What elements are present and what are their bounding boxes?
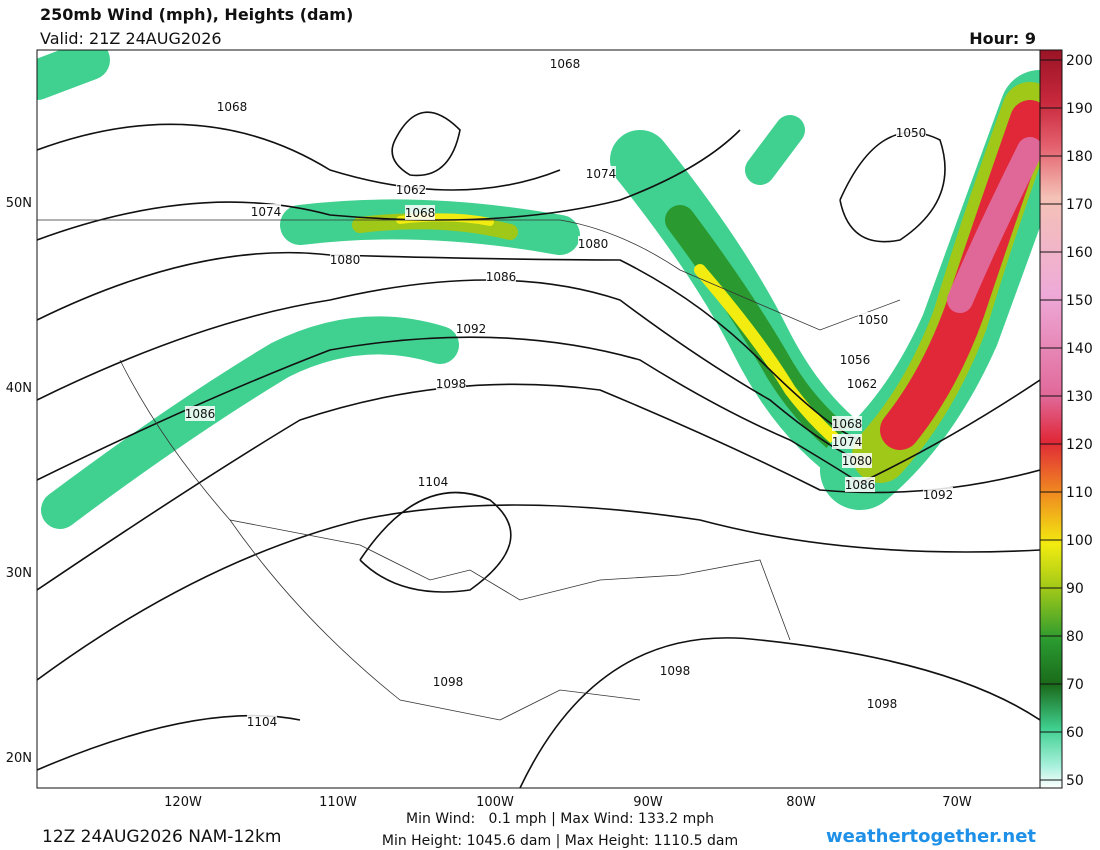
contour-label: 1086 xyxy=(845,478,876,492)
colorbar-label: 110 xyxy=(1066,485,1093,501)
contour-label-bg xyxy=(896,125,926,140)
contour-label: 1062 xyxy=(396,183,427,197)
contour-label-bg xyxy=(858,312,888,327)
contour-label-bg xyxy=(586,166,616,181)
colorbar-label: 60 xyxy=(1066,725,1084,741)
contour-label: 1068 xyxy=(405,206,436,220)
contour-label: 1080 xyxy=(578,237,609,251)
contour-label-bg xyxy=(847,376,877,391)
contour-label: 1068 xyxy=(217,100,248,114)
lon-label: 80W xyxy=(786,795,816,810)
contour-label: 1062 xyxy=(847,377,878,391)
contour-label: 1098 xyxy=(433,675,464,689)
axis-labels: 50N 40N 30N 20N 120W 110W 100W 90W 80W 70W xyxy=(6,196,972,810)
lat-label: 20N xyxy=(6,751,32,766)
contour-label-bg xyxy=(578,236,608,251)
colorbar-label: 50 xyxy=(1066,773,1084,789)
colorbar-label: 170 xyxy=(1066,197,1093,213)
colorbar-label: 90 xyxy=(1066,581,1084,597)
lat-label: 40N xyxy=(6,381,32,396)
model-run: 12Z 24AUG2026 NAM-12km xyxy=(42,827,281,847)
contour-label-bg xyxy=(456,321,486,336)
site-link[interactable]: weathertogether.net xyxy=(826,826,1036,847)
contour-label-bg xyxy=(217,99,247,114)
contour-label-bg xyxy=(330,252,360,267)
colorbar-label: 120 xyxy=(1066,437,1093,453)
colorbar-label: 190 xyxy=(1066,101,1093,117)
contour-label-bg xyxy=(405,205,435,220)
contour-label-bg xyxy=(550,56,580,71)
colorbar xyxy=(1039,49,1063,789)
colorbar-label: 160 xyxy=(1066,245,1093,261)
contour-label: 1098 xyxy=(867,697,898,711)
colorbar-labels: 200 190 180 170 160 150 140 130 120 110 100 90 80 70 6… xyxy=(1040,53,1093,789)
contour-label: 1086 xyxy=(185,407,216,421)
colorbar-label: 70 xyxy=(1066,677,1084,693)
wind-range: Min Wind: 0.1 mph | Max Wind: 133.2 mph xyxy=(406,811,714,827)
contour-label-bg xyxy=(396,182,426,197)
lon-label: 120W xyxy=(164,795,202,810)
contour-label-bg xyxy=(433,674,463,689)
valid-time: Valid: 21Z 24AUG2026 xyxy=(40,29,222,48)
contour-label: 1080 xyxy=(330,253,361,267)
contour-label: 1074 xyxy=(251,205,282,219)
colorbar-label: 140 xyxy=(1066,341,1093,357)
contour-label: 1092 xyxy=(923,488,954,502)
contour-label: 1086 xyxy=(486,270,517,284)
contour-label: 1098 xyxy=(436,377,467,391)
lon-label: 110W xyxy=(319,795,357,810)
contour-labels: 1068 1068 1062 1068 1074 1074 1080 1080 1086 1092… xyxy=(185,56,954,729)
colorbar-label: 200 xyxy=(1066,53,1093,69)
contour-label: 1104 xyxy=(418,475,449,489)
contour-label-bg xyxy=(842,453,872,468)
title: 250mb Wind (mph), Heights (dam) xyxy=(40,5,353,24)
contour-label-bg xyxy=(840,352,870,367)
contour-label-bg xyxy=(845,477,875,492)
colorbar-label: 80 xyxy=(1066,629,1084,645)
contour-label-bg xyxy=(436,376,466,391)
contour-label: 1056 xyxy=(840,353,871,367)
contour-label-bg xyxy=(247,714,277,729)
lon-label: 70W xyxy=(942,795,972,810)
contour-label: 1074 xyxy=(586,167,617,181)
contour-label-bg xyxy=(832,434,862,449)
map: 1068 1068 1062 1068 1074 1074 1080 1080 1086 1092… xyxy=(37,50,1040,788)
lon-label: 100W xyxy=(476,795,514,810)
contour-label-bg xyxy=(832,416,862,431)
contour-label: 1104 xyxy=(247,715,278,729)
borders xyxy=(37,219,901,721)
contour-label-bg xyxy=(251,204,281,219)
colorbar-label: 100 xyxy=(1066,533,1093,549)
colorbar-label: 180 xyxy=(1066,149,1093,165)
contour-label: 1068 xyxy=(550,57,581,71)
contour-label-bg xyxy=(923,487,953,502)
height-range: Min Height: 1045.6 dam | Max Height: 111… xyxy=(382,833,738,849)
contour-label: 1050 xyxy=(896,126,927,140)
lat-label: 30N xyxy=(6,566,32,581)
colorbar-label: 130 xyxy=(1066,389,1093,405)
contour-label: 1068 xyxy=(832,417,863,431)
contour-label-bg xyxy=(486,269,516,284)
colorbar-label: 150 xyxy=(1066,293,1093,309)
contour-label: 1080 xyxy=(842,454,873,468)
lon-label: 90W xyxy=(633,795,663,810)
contour-label-bg xyxy=(185,406,215,421)
forecast-hour: Hour: 9 xyxy=(969,29,1036,48)
contour-label-bg xyxy=(867,696,897,711)
contour-label: 1098 xyxy=(660,664,691,678)
contour-label-bg xyxy=(418,474,448,489)
contour-label: 1092 xyxy=(456,322,487,336)
contour-label: 1074 xyxy=(832,435,863,449)
lat-label: 50N xyxy=(6,196,32,211)
contour-label-bg xyxy=(660,663,690,678)
contour-label: 1050 xyxy=(858,313,889,327)
